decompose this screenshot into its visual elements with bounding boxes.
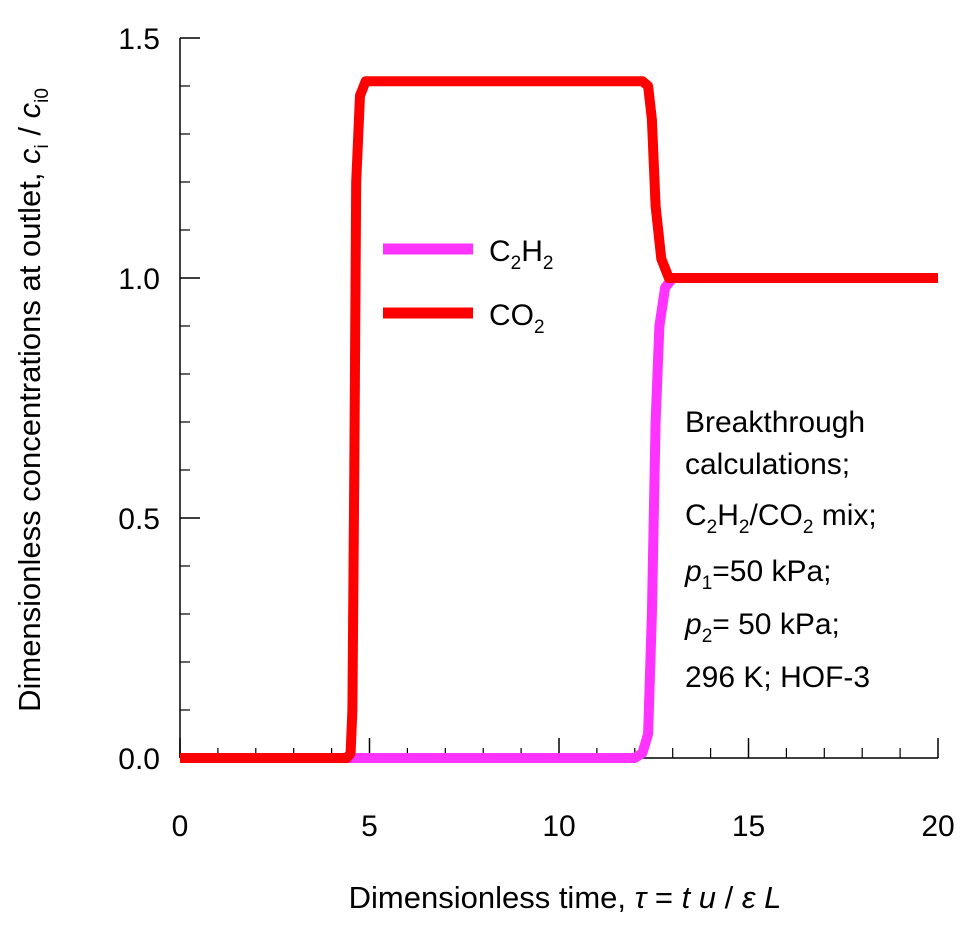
series-group [180,76,938,763]
x-axis-label: Dimensionless time, τ = t u / ε L [349,880,782,915]
x-tick-label: 20 [921,810,954,843]
tick-labels: 0 5 10 15 20 0.0 0.5 1.0 1.5 [118,23,954,843]
y-tick-label: 0.5 [118,503,160,536]
x-tick-label: 0 [172,810,189,843]
annotation-line-3: C2H2/CO2 mix; [685,499,877,538]
annotation-line-1: Breakthrough [685,406,865,439]
annotation-line-5: p2= 50 kPa; [684,608,840,647]
legend-label-co2: CO2 [489,299,545,338]
major-ticks [179,37,939,759]
annotation-line-2: calculations; [685,448,850,481]
annotation-block: Breakthrough calculations; C2H2/CO2 mix;… [684,406,877,694]
x-tick-label: 5 [361,810,378,843]
y-axis-label: Dimensionless concentrations at outlet, … [12,88,53,712]
y-tick-label: 1.5 [118,23,160,56]
y-tick-label: 1.0 [118,263,160,296]
y-tick-label: 0.0 [118,743,160,776]
annotation-line-4: p1=50 kPa; [684,555,832,594]
x-tick-label: 15 [732,810,765,843]
legend: C2H2 CO2 [383,235,554,338]
annotation-line-6: 296 K; HOF-3 [685,661,870,694]
series-line-co2 [180,76,938,763]
legend-label-c2h2: C2H2 [489,235,554,274]
x-tick-label: 10 [542,810,575,843]
